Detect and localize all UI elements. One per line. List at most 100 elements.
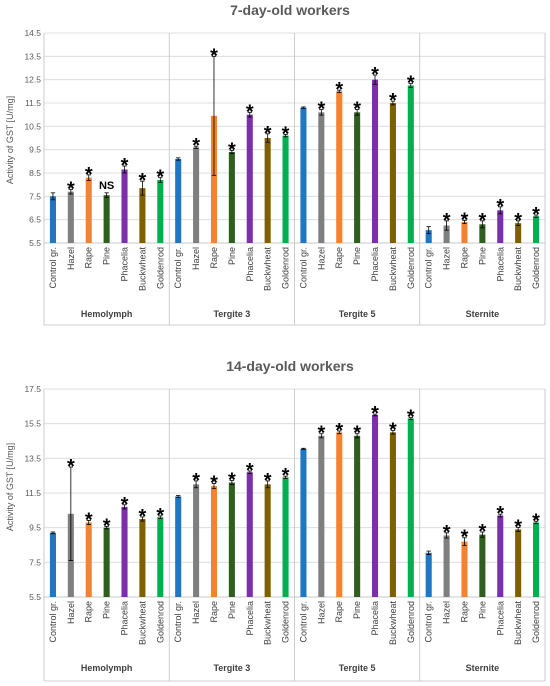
significance-label: * <box>67 456 75 478</box>
bar <box>282 135 289 243</box>
significance-label: * <box>353 99 361 121</box>
y-axis-label: Activity of GST [U/mg] <box>5 443 15 531</box>
significance-label: * <box>317 423 325 445</box>
category-label: Hazel <box>66 247 76 270</box>
significance-label: * <box>121 155 129 177</box>
category-label: Phacelia <box>495 247 505 282</box>
category-label: Hazel <box>191 601 201 624</box>
significance-label: * <box>317 99 325 121</box>
bar <box>228 152 235 243</box>
category-label: Control gr. <box>173 247 183 289</box>
category-label: Pine <box>477 247 487 265</box>
group-label: Tergite 3 <box>213 663 250 673</box>
significance-label: * <box>461 527 469 549</box>
significance-label: * <box>282 465 290 487</box>
bar <box>264 138 271 243</box>
y-tick-label: 17.5 <box>24 384 41 394</box>
category-label: Control gr. <box>424 601 434 643</box>
bar <box>533 522 540 597</box>
significance-label: * <box>139 170 147 192</box>
bar <box>354 112 361 243</box>
category-label: Goldenrod <box>406 247 416 289</box>
bar <box>497 515 504 597</box>
bar <box>479 534 486 597</box>
group-label: Hemolymph <box>81 663 133 673</box>
category-label: Hazel <box>66 601 76 624</box>
category-label: Control gr. <box>173 601 183 643</box>
category-label: Hazel <box>191 247 201 270</box>
category-label: Pine <box>102 247 112 265</box>
category-label: Rape <box>459 601 469 623</box>
bar <box>264 484 271 597</box>
bar <box>533 216 540 243</box>
bar <box>121 169 128 243</box>
bar <box>479 224 486 243</box>
category-label: Buckwheat <box>388 247 398 292</box>
bar <box>354 435 361 597</box>
bar <box>175 159 182 243</box>
category-label: Pine <box>227 247 237 265</box>
significance-label: * <box>192 470 200 492</box>
category-label: Buckwheat <box>137 601 147 646</box>
bar <box>371 415 379 597</box>
bar <box>103 195 110 243</box>
bar <box>318 435 325 597</box>
bar <box>175 496 182 597</box>
significance-label: * <box>407 407 415 429</box>
category-label: Control gr. <box>298 247 308 289</box>
significance-label: * <box>353 423 361 445</box>
chart-title: 7-day-old workers <box>230 2 350 18</box>
category-label: Rape <box>334 601 344 623</box>
category-label: Buckwheat <box>513 247 523 292</box>
significance-label: * <box>532 204 540 226</box>
category-label: Control gr. <box>424 247 434 289</box>
category-label: Goldenrod <box>281 601 291 643</box>
category-label: Rape <box>334 247 344 269</box>
bar <box>443 225 450 243</box>
bar <box>228 482 235 597</box>
significance-label: * <box>192 135 200 157</box>
y-tick-label: 5.5 <box>29 592 41 602</box>
significance-label: * <box>371 403 379 425</box>
bar <box>389 103 396 243</box>
bar <box>210 115 218 243</box>
significance-label: * <box>443 210 451 232</box>
bar <box>515 529 522 597</box>
significance-label: * <box>496 196 504 218</box>
significance-label: * <box>121 494 129 516</box>
bar <box>336 91 343 243</box>
significance-label: * <box>210 45 218 67</box>
group-label: Tergite 3 <box>213 309 250 319</box>
y-tick-label: 14.5 <box>24 28 41 38</box>
bar <box>443 535 450 597</box>
bar <box>103 527 110 597</box>
significance-label: * <box>210 472 218 494</box>
bar <box>49 532 56 597</box>
bar <box>515 223 522 243</box>
significance-label: * <box>335 79 343 101</box>
category-label: Phacelia <box>370 601 380 636</box>
chart-14-day-old-workers: 14-day-old workers Activity of GST [U/mg… <box>5 358 546 682</box>
category-label: Phacelia <box>495 601 505 636</box>
bar <box>371 79 379 244</box>
y-tick-label: 9.5 <box>29 523 41 533</box>
category-label: Goldenrod <box>155 247 165 289</box>
bar <box>67 191 74 243</box>
y-tick-label: 15.5 <box>24 419 41 429</box>
significance-label: * <box>389 420 397 442</box>
significance-label: * <box>156 167 164 189</box>
bar <box>461 541 468 597</box>
significance-label: NS <box>99 180 114 192</box>
category-label: Buckwheat <box>388 601 398 646</box>
y-tick-label: 13.5 <box>24 51 41 61</box>
category-label: Phacelia <box>370 247 380 282</box>
bar <box>49 196 56 243</box>
bar <box>407 418 414 597</box>
chart-title: 14-day-old workers <box>226 358 354 374</box>
category-label: Phacelia <box>120 247 130 282</box>
y-tick-label: 9.5 <box>29 145 41 155</box>
category-label: Control gr. <box>48 601 58 643</box>
bar <box>139 519 146 597</box>
significance-label: * <box>67 178 75 200</box>
category-label: Pine <box>352 247 362 265</box>
